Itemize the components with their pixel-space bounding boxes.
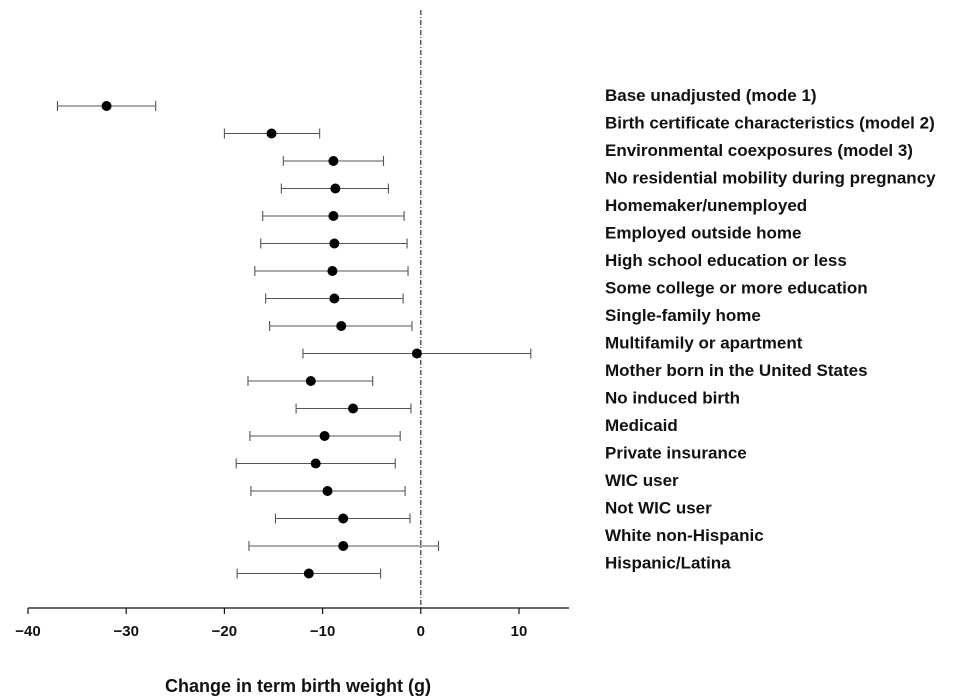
- estimate-row: No residential mobility during pregnancy: [280, 169, 936, 194]
- row-label: Not WIC user: [605, 499, 712, 518]
- x-tick-label: −20: [212, 623, 237, 640]
- point-estimate-marker: [319, 431, 330, 441]
- estimate-row: Birth certificate characteristics (model…: [223, 114, 935, 139]
- x-tick-label: −30: [113, 623, 138, 640]
- row-label: White non-Hispanic: [605, 526, 764, 545]
- estimate-row: Homemaker/unemployed: [262, 196, 807, 221]
- point-estimate-marker: [348, 403, 359, 414]
- row-label: Base unadjusted (mode 1): [605, 86, 817, 105]
- estimate-row: Medicaid: [249, 416, 678, 441]
- x-axis-ticks: −40 −30 −20 −10 0 10: [15, 608, 527, 640]
- row-label: Environmental coexposures (model 3): [605, 141, 913, 160]
- point-estimate-marker: [330, 183, 341, 194]
- point-estimate-marker: [338, 541, 349, 551]
- row-label: No residential mobility during pregnancy: [605, 169, 936, 188]
- estimate-rows: Base unadjusted (mode 1) Birth certificat…: [56, 86, 936, 579]
- estimate-row: Some college or more education: [265, 279, 868, 304]
- estimate-row: Single-family home: [269, 306, 761, 331]
- row-label: High school education or less: [605, 251, 847, 270]
- point-estimate-marker: [310, 458, 321, 469]
- x-axis-title: Change in term birth weight (g): [165, 676, 431, 696]
- point-estimate-marker: [327, 266, 338, 276]
- x-tick-label: −10: [310, 623, 335, 640]
- estimate-row: Base unadjusted (mode 1): [56, 86, 817, 111]
- row-label: Medicaid: [605, 416, 678, 435]
- estimate-row: Environmental coexposures (model 3): [282, 141, 913, 166]
- point-estimate-marker: [328, 156, 339, 166]
- x-tick-label: −40: [15, 623, 40, 640]
- estimate-row: White non-Hispanic: [248, 526, 764, 551]
- x-tick-label: 0: [417, 623, 425, 640]
- estimate-row: High school education or less: [254, 251, 847, 276]
- row-label: No induced birth: [605, 389, 740, 408]
- row-label: Single-family home: [605, 306, 761, 325]
- point-estimate-marker: [266, 128, 277, 139]
- point-estimate-marker: [305, 376, 316, 386]
- point-estimate-marker: [303, 568, 314, 579]
- row-label: WIC user: [605, 471, 679, 490]
- point-estimate-marker: [101, 101, 112, 111]
- point-estimate-marker: [329, 238, 340, 249]
- estimate-row: Mother born in the United States: [247, 361, 868, 386]
- point-estimate-marker: [322, 486, 333, 496]
- row-label: Birth certificate characteristics (model…: [605, 114, 935, 133]
- estimate-row: Hispanic/Latina: [236, 554, 731, 579]
- row-label: Hispanic/Latina: [605, 554, 731, 573]
- row-label: Some college or more education: [605, 279, 868, 298]
- row-label: Multifamily or apartment: [605, 334, 803, 353]
- estimate-row: Private insurance: [235, 444, 747, 469]
- x-tick-label: 10: [511, 623, 528, 640]
- estimate-row: No induced birth: [295, 389, 740, 414]
- row-label: Mother born in the United States: [605, 361, 868, 380]
- estimate-row: Employed outside home: [260, 224, 801, 249]
- row-label: Employed outside home: [605, 224, 801, 243]
- row-label: Private insurance: [605, 444, 747, 463]
- row-label: Homemaker/unemployed: [605, 196, 807, 215]
- estimate-row: Not WIC user: [274, 499, 712, 524]
- point-estimate-marker: [336, 321, 347, 331]
- point-estimate-marker: [329, 293, 340, 304]
- estimate-row: Multifamily or apartment: [302, 334, 803, 359]
- estimate-row: WIC user: [250, 471, 679, 496]
- point-estimate-marker: [328, 211, 339, 221]
- point-estimate-marker: [338, 513, 349, 524]
- point-estimate-marker: [411, 348, 422, 359]
